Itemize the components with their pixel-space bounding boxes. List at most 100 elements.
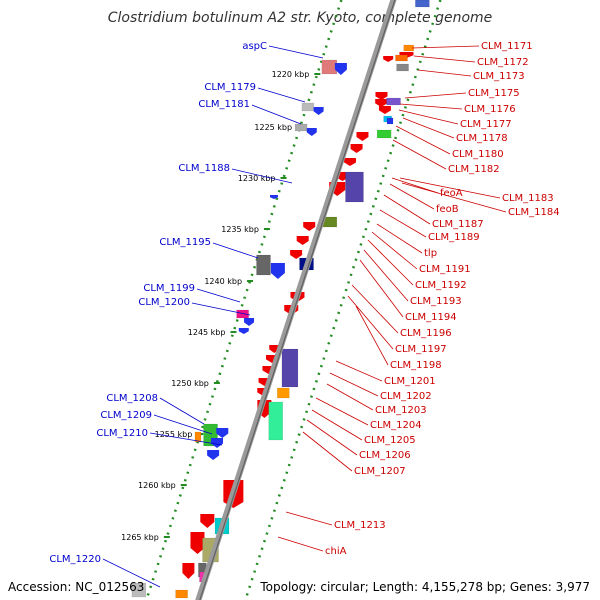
- kbp-tick-label: 1245 kbp: [188, 328, 226, 337]
- gene-label-feoB[interactable]: feoB: [436, 204, 459, 215]
- gene-label-clm-1197[interactable]: CLM_1197: [395, 344, 447, 355]
- gene-feature-arrow[interactable]: [244, 318, 255, 326]
- gene-feature-arrow[interactable]: [296, 236, 309, 245]
- right-leader-line: [404, 92, 467, 99]
- gene-feature-block[interactable]: [268, 401, 283, 441]
- gene-feature-block[interactable]: [395, 54, 408, 62]
- right-leader-line: [402, 117, 455, 139]
- gene-label-clm-1195[interactable]: CLM_1195: [159, 237, 211, 248]
- gene-label-clm-1182[interactable]: CLM_1182: [448, 164, 500, 175]
- gene-feature-arrow[interactable]: [290, 250, 303, 259]
- right-leader-line: [347, 295, 394, 350]
- gene-label-clm-1203[interactable]: CLM_1203: [375, 405, 427, 416]
- gene-label-clm-1191[interactable]: CLM_1191: [419, 264, 471, 275]
- gene-feature-block[interactable]: [386, 97, 401, 106]
- gene-feature-block[interactable]: [175, 589, 188, 599]
- gene-feature-block[interactable]: [236, 309, 249, 319]
- gene-label-clm-1183[interactable]: CLM_1183: [502, 193, 554, 204]
- gene-label-aspC[interactable]: aspC: [242, 41, 267, 52]
- gene-label-clm-1177[interactable]: CLM_1177: [460, 119, 512, 130]
- gene-label-clm-1188[interactable]: CLM_1188: [178, 163, 230, 174]
- right-leader-line: [363, 249, 409, 302]
- gene-label-clm-1209[interactable]: CLM_1209: [100, 410, 152, 421]
- gene-label-clm-1208[interactable]: CLM_1208: [106, 393, 158, 404]
- gene-label-clm-1198[interactable]: CLM_1198: [390, 360, 442, 371]
- gene-feature-arrow[interactable]: [334, 63, 347, 75]
- gene-label-clm-1176[interactable]: CLM_1176: [464, 104, 516, 115]
- backbone-shade: [199, 0, 396, 600]
- gene-feature-block[interactable]: [396, 63, 409, 72]
- right-leader-line: [367, 239, 414, 286]
- right-leader-line: [335, 360, 383, 382]
- gene-label-feoA[interactable]: feoA: [440, 188, 463, 199]
- gene-label-clm-1199[interactable]: CLM_1199: [143, 283, 195, 294]
- gene-feature-arrow[interactable]: [211, 438, 224, 448]
- gene-label-clm-1184[interactable]: CLM_1184: [508, 207, 560, 218]
- gene-feature-arrow[interactable]: [375, 92, 388, 100]
- gene-feature-block[interactable]: [294, 123, 308, 132]
- gene-feature-block[interactable]: [345, 171, 364, 203]
- gene-label-clm-1172[interactable]: CLM_1172: [477, 57, 529, 68]
- gene-label-clm-1173[interactable]: CLM_1173: [473, 71, 525, 82]
- gene-label-clm-1196[interactable]: CLM_1196: [400, 328, 452, 339]
- gene-feature-block[interactable]: [256, 254, 271, 276]
- gene-feature-arrow[interactable]: [356, 132, 369, 141]
- gene-feature-block[interactable]: [415, 0, 430, 8]
- gene-label-clm-1187[interactable]: CLM_1187: [432, 219, 484, 230]
- gene-feature-arrow[interactable]: [344, 158, 357, 166]
- gene-label-tlp[interactable]: tlp: [424, 248, 437, 259]
- gene-label-clm-1220[interactable]: CLM_1220: [49, 554, 101, 565]
- gene-feature-block[interactable]: [281, 348, 299, 388]
- gene-feature-arrow[interactable]: [270, 263, 285, 279]
- gene-feature-arrow[interactable]: [378, 106, 391, 114]
- gene-feature-arrow[interactable]: [182, 563, 195, 579]
- gene-label-clm-1180[interactable]: CLM_1180: [452, 149, 504, 160]
- gene-feature-arrow[interactable]: [350, 144, 363, 153]
- gene-feature-arrow[interactable]: [270, 195, 278, 199]
- gene-label-clm-1202[interactable]: CLM_1202: [380, 391, 432, 402]
- left-gene-labels: aspC CLM_1179 CLM_1181 CLM_1188 CLM_1195…: [49, 41, 267, 565]
- gene-label-clm-1206[interactable]: CLM_1206: [359, 450, 411, 461]
- gene-label-clm-1207[interactable]: CLM_1207: [354, 466, 406, 477]
- gene-label-clm-1181[interactable]: CLM_1181: [198, 99, 250, 110]
- gene-label-clm-1201[interactable]: CLM_1201: [384, 376, 436, 387]
- gene-feature-block[interactable]: [386, 117, 394, 125]
- left-leader-line: [251, 104, 302, 125]
- gene-feature-arrow[interactable]: [375, 99, 388, 107]
- gene-label-clm-1193[interactable]: CLM_1193: [410, 296, 462, 307]
- gene-label-clm-1210[interactable]: CLM_1210: [96, 428, 148, 439]
- gene-label-clm-1192[interactable]: CLM_1192: [415, 280, 467, 291]
- gene-feature-block[interactable]: [301, 102, 315, 112]
- gene-label-clm-1178[interactable]: CLM_1178: [456, 133, 508, 144]
- gene-feature-block[interactable]: [376, 129, 392, 139]
- gene-feature-arrow[interactable]: [238, 328, 249, 334]
- gene-feature-block[interactable]: [321, 59, 338, 75]
- gene-label-chiA[interactable]: chiA: [325, 546, 347, 557]
- right-leader-line: [277, 536, 324, 552]
- left-leader-line: [159, 397, 205, 425]
- gene-feature-arrow[interactable]: [383, 56, 394, 62]
- gene-feature-arrow[interactable]: [216, 428, 229, 438]
- gene-feature-block[interactable]: [277, 387, 290, 399]
- gene-feature-block[interactable]: [131, 582, 147, 598]
- gene-feature-arrow[interactable]: [207, 450, 220, 460]
- gene-label-clm-1175[interactable]: CLM_1175: [468, 88, 520, 99]
- right-leader-line: [392, 139, 447, 170]
- gene-label-clm-1179[interactable]: CLM_1179: [204, 82, 256, 93]
- gene-feature-arrow[interactable]: [313, 107, 324, 115]
- gene-feature-arrow[interactable]: [306, 128, 317, 136]
- right-leader-line: [383, 194, 431, 225]
- gene-feature-arrow[interactable]: [190, 532, 205, 554]
- gene-label-clm-1213[interactable]: CLM_1213: [334, 520, 386, 531]
- gene-label-clm-1171[interactable]: CLM_1171: [481, 41, 533, 52]
- gene-label-clm-1204[interactable]: CLM_1204: [370, 420, 422, 431]
- gene-feature-block[interactable]: [194, 431, 202, 443]
- right-leader-line: [329, 372, 379, 397]
- gene-feature-arrow[interactable]: [200, 514, 215, 528]
- gene-label-clm-1205[interactable]: CLM_1205: [364, 435, 416, 446]
- gene-label-clm-1189[interactable]: CLM_1189: [428, 232, 480, 243]
- gene-label-clm-1200[interactable]: CLM_1200: [138, 297, 190, 308]
- gene-feature-arrow[interactable]: [303, 222, 316, 231]
- gene-label-clm-1194[interactable]: CLM_1194: [405, 312, 457, 323]
- ruler-dotted-line-left: [145, 0, 343, 600]
